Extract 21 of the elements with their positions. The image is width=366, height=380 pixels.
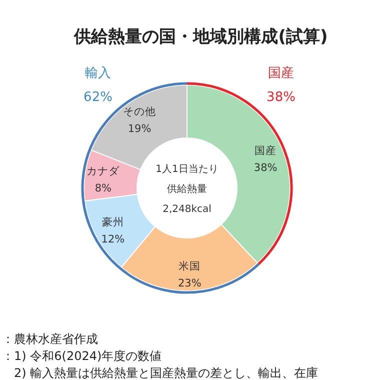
text: 1人1日当たり [156, 163, 218, 175]
data-label: 12% [101, 234, 125, 246]
data-label: 23% [178, 277, 202, 290]
text: 38% [266, 90, 296, 105]
data-label: 8% [94, 182, 112, 194]
slice-label: カナダ [86, 165, 121, 178]
text: 2) 輸入熱量は供給熱量と国産熱量の差とし、輸出、在庫 [2, 366, 318, 380]
slice-label: 豪州 [102, 216, 124, 229]
data-label: 19% [128, 123, 152, 136]
text: ：農林水産省作成 [2, 332, 98, 346]
text: 供給熱量 [167, 183, 207, 195]
text: 輸入 [85, 66, 111, 81]
text: ：1) 令和6(2024)年度の数値 [2, 349, 162, 363]
slice-label: 米国 [178, 259, 201, 272]
slice-label: その他 [123, 106, 156, 118]
data-label: 38% [254, 162, 278, 174]
text: 62% [84, 90, 112, 105]
text: 国産 [268, 65, 294, 81]
slice-label: 国産 [254, 144, 277, 157]
chart-title: 供給熱量の国・地域別構成(試算) [73, 27, 328, 47]
text: 2,248kcal [162, 204, 212, 215]
